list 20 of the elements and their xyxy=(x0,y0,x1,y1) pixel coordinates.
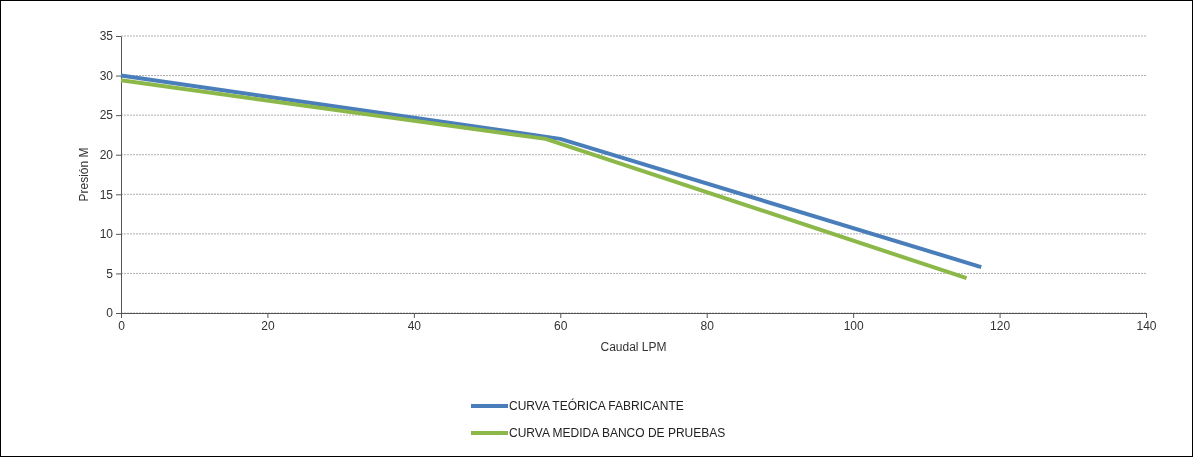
y-tick-label: 35 xyxy=(99,29,114,44)
y-tick-label: 5 xyxy=(106,266,114,281)
legend-label: CURVA MEDIDA BANCO DE PRUEBAS xyxy=(509,426,726,440)
x-tick-label: 80 xyxy=(700,318,715,333)
x-tick-label: 20 xyxy=(261,318,275,333)
legend-label: CURVA TEÓRICA FABRICANTE xyxy=(509,398,684,413)
x-tick-label: 40 xyxy=(407,318,422,333)
x-tick-label: 140 xyxy=(1136,318,1157,333)
x-tick-label: 0 xyxy=(118,318,126,333)
y-tick-label: 15 xyxy=(99,187,114,202)
x-tick-label: 120 xyxy=(990,318,1011,333)
y-axis-title: Presión M xyxy=(77,147,91,202)
y-tick-label: 30 xyxy=(99,68,114,83)
x-tick-label: 100 xyxy=(843,318,864,333)
x-axis-title: Caudal LPM xyxy=(600,340,667,354)
y-tick-label: 10 xyxy=(99,227,114,242)
y-tick-label: 20 xyxy=(99,148,114,163)
x-tick-label: 60 xyxy=(554,318,568,333)
y-tick-label: 25 xyxy=(99,108,114,123)
y-tick-label: 0 xyxy=(106,306,114,321)
